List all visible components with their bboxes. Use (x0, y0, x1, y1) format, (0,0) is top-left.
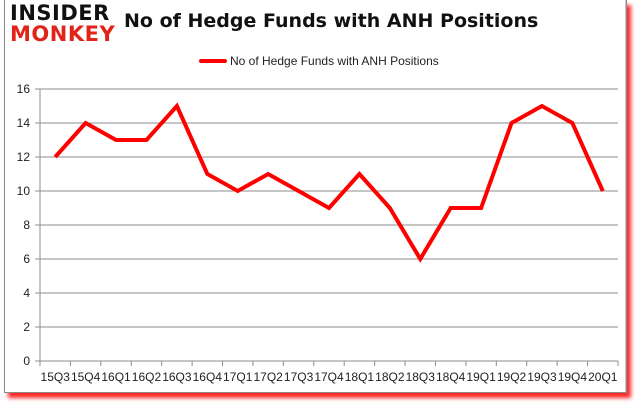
x-tick-label: 18Q2 (375, 370, 405, 384)
chart-legend: No of Hedge Funds with ANH Positions (199, 54, 439, 68)
y-tick-label: 6 (23, 252, 30, 266)
x-tick-label: 19Q3 (527, 370, 557, 384)
x-tick-label: 15Q3 (41, 370, 71, 384)
legend-line-swatch-icon (199, 59, 227, 63)
x-tick-label: 17Q3 (284, 370, 314, 384)
y-tick-label: 12 (17, 150, 31, 164)
x-tick-label: 18Q4 (436, 370, 466, 384)
x-tick-label: 18Q1 (345, 370, 375, 384)
y-tick-label: 4 (23, 286, 30, 300)
x-tick-label: 16Q1 (101, 370, 131, 384)
x-tick-label: 16Q4 (193, 370, 223, 384)
x-tick-label: 17Q2 (253, 370, 283, 384)
x-tick-label: 19Q2 (497, 370, 527, 384)
chart-title: No of Hedge Funds with ANH Positions (124, 10, 539, 32)
x-tick-label: 16Q3 (162, 370, 192, 384)
y-tick-label: 0 (23, 354, 30, 368)
logo-line-1: INSIDER (10, 1, 110, 25)
x-tick-label: 19Q4 (558, 370, 588, 384)
y-tick-label: 14 (17, 116, 31, 130)
y-tick-label: 2 (23, 320, 30, 334)
x-tick-label: 16Q2 (132, 370, 162, 384)
x-tick-label: 20Q1 (588, 370, 618, 384)
data-series-line (53, 102, 605, 263)
x-tick-label: 19Q1 (466, 370, 496, 384)
x-tick-label: 17Q1 (223, 370, 253, 384)
insider-monkey-logo: INSIDER MONKEY (10, 3, 120, 45)
x-tick-label: 18Q3 (406, 370, 436, 384)
logo-line-2: MONKEY (10, 22, 116, 46)
y-tick-label: 16 (17, 82, 31, 96)
y-tick-label: 8 (23, 218, 30, 232)
x-tick-label: 15Q4 (71, 370, 101, 384)
y-tick-label: 10 (17, 184, 31, 198)
legend-label: No of Hedge Funds with ANH Positions (230, 54, 439, 68)
x-tick-label: 17Q4 (314, 370, 344, 384)
